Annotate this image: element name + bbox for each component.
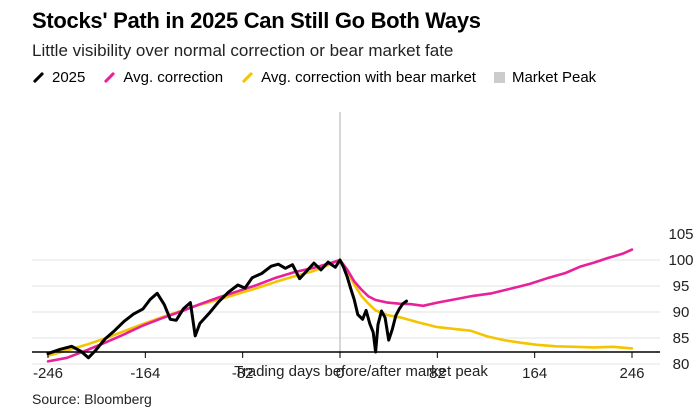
legend-swatch-market-peak (493, 72, 505, 83)
legend-item-avg-correction: Avg. correction (103, 69, 223, 86)
x-tick-label-164: 164 (522, 365, 547, 382)
source-note: Source: Bloomberg (32, 391, 152, 407)
y-tick-label-90: 90 (673, 304, 690, 321)
x-axis-label: Trading days before/after market peak (234, 363, 488, 380)
series-lines (46, 248, 634, 363)
legend-item-2025: 2025 (32, 69, 85, 86)
series-line-2025 (46, 258, 408, 360)
y-tick-labels: 80 85 90 95 100 105 (668, 226, 693, 373)
legend-label-avg-correction: Avg. correction (123, 69, 224, 86)
y-tick-label-100: 100 (668, 252, 693, 269)
x-tick-label-246: 246 (619, 365, 644, 382)
y-tick-label-95: 95 (673, 278, 690, 295)
y-tick-label-80: 80 (673, 356, 690, 373)
x-tick-label-82: 82 (429, 365, 446, 382)
legend-label-avg-correction-bear: Avg. correction with bear market (261, 69, 476, 86)
chart-subtitle: Little visibility over normal correction… (32, 41, 454, 60)
x-tick-labels: -246 -164 -82 0 82 164 246 (33, 365, 645, 382)
legend-label-2025: 2025 (52, 69, 86, 86)
x-axis (32, 351, 660, 358)
x-tick-label--164: -164 (130, 365, 160, 382)
chart-legend: 2025 Avg. correction Avg. correction wit… (32, 69, 614, 86)
x-tick-label-0: 0 (336, 365, 344, 382)
chart-title: Stocks' Path in 2025 Can Still Go Both W… (32, 8, 481, 33)
y-tick-label-105: 105 (668, 226, 693, 243)
legend-item-market-peak: Market Peak (493, 69, 597, 86)
legend-item-avg-correction-bear: Avg. correction with bear market (241, 69, 476, 86)
legend-label-market-peak: Market Peak (511, 69, 597, 86)
x-tick-label--82: -82 (232, 365, 254, 382)
y-tick-label-85: 85 (673, 330, 690, 347)
x-tick-label--246: -246 (33, 365, 63, 382)
